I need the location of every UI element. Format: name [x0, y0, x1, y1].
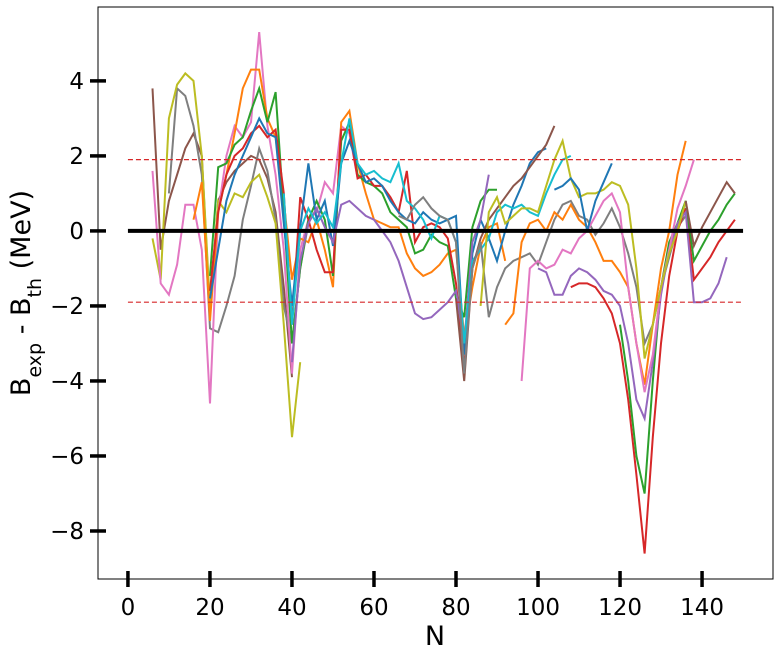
series-line: [537, 209, 728, 423]
series-line: [151, 32, 359, 404]
series-line: [209, 116, 547, 355]
x-tick-label: 100: [516, 595, 560, 621]
y-axis-label-part: th: [24, 278, 46, 298]
series-line: [192, 68, 507, 337]
y-axis-label-part: B: [6, 378, 37, 397]
x-tick-label: 40: [277, 595, 306, 621]
y-tick-label: −4: [50, 369, 84, 395]
y-axis-label-part: (MeV): [6, 190, 37, 278]
plot-area: [127, 32, 744, 554]
y-axis-label: Bexp - Bth (MeV): [6, 190, 46, 396]
series-line: [167, 86, 310, 344]
y-tick-label: 0: [69, 219, 84, 245]
plot-frame: [97, 6, 774, 580]
y-axis-label-part: exp: [24, 343, 46, 378]
series-line: [504, 140, 687, 385]
y-tick-label: −8: [50, 519, 84, 545]
series-line: [151, 71, 302, 438]
y-axis-label-part: - B: [6, 297, 37, 342]
series-line: [684, 180, 736, 250]
x-tick-label: 60: [359, 595, 388, 621]
x-tick-label: 140: [680, 595, 724, 621]
y-tick-label: −2: [50, 294, 84, 320]
x-tick-label: 120: [598, 595, 642, 621]
y-tick-label: 2: [69, 144, 84, 170]
series-line: [553, 163, 613, 232]
x-tick-label: 80: [441, 595, 470, 621]
x-tick-label: 0: [121, 595, 136, 621]
series-line: [570, 208, 736, 554]
series-line: [398, 195, 687, 374]
y-tick-label: −6: [50, 444, 84, 470]
x-tick-label: 20: [195, 595, 224, 621]
series-line: [291, 174, 490, 363]
y-tick-label: 4: [69, 69, 84, 95]
series-line: [479, 137, 687, 359]
x-axis-label: N: [425, 621, 445, 652]
